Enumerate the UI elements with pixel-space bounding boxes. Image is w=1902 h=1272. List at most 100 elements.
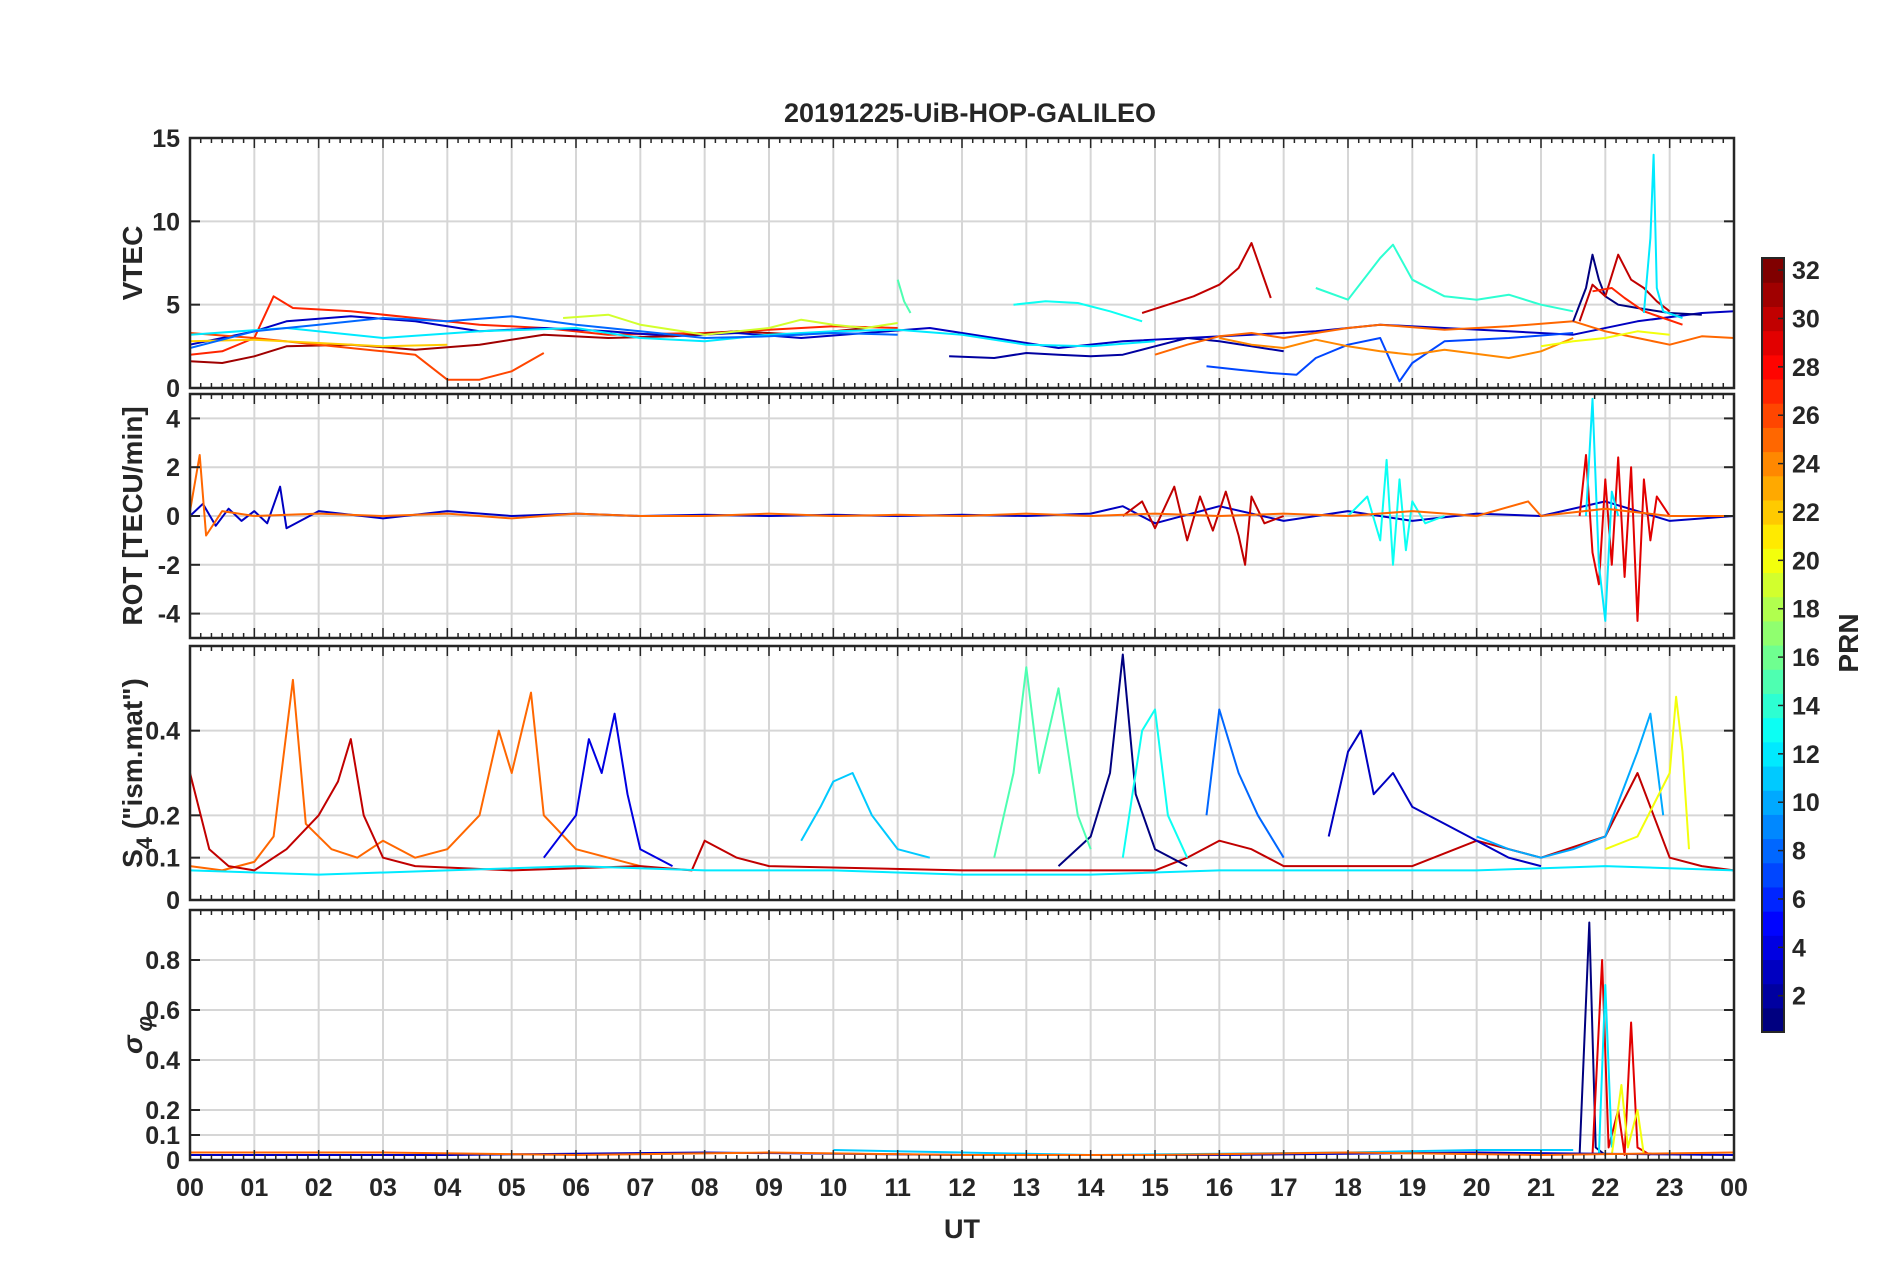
colorbar-segment <box>1762 451 1784 477</box>
y-axis-label: S4 ("ism.mat") <box>117 678 157 868</box>
colorbar-segment <box>1762 911 1784 936</box>
series-group <box>190 153 1734 383</box>
series-line-prn-3 <box>190 310 1734 349</box>
series-line-prn-29 <box>1578 454 1671 622</box>
colorbar-tick-label: 4 <box>1792 934 1806 962</box>
colorbar-segment <box>1762 427 1784 453</box>
panel-s4: 00.10.20.4S4 ("ism.mat") <box>117 644 1736 915</box>
colorbar-segment <box>1762 403 1784 428</box>
series-line-prn-20 <box>1540 330 1670 348</box>
x-tick-label: 10 <box>819 1174 847 1202</box>
x-tick-label: 12 <box>948 1174 976 1202</box>
x-tick-label: 00 <box>1720 1174 1748 1202</box>
colorbar-segment <box>1762 378 1784 404</box>
series-line-prn-11 <box>800 772 931 859</box>
colorbar-frame <box>1761 257 1785 1033</box>
series-line-prn-13 <box>1121 708 1189 859</box>
colorbar-segment <box>1762 669 1784 694</box>
series-line-prn-30 <box>1578 253 1671 322</box>
colorbar-label: PRN <box>1833 613 1864 672</box>
colorbar-segment <box>1762 645 1784 670</box>
colorbar-tick-label: 16 <box>1792 644 1820 672</box>
colorbar-tick-label: 2 <box>1792 983 1806 1011</box>
y-label-subscript: φ <box>132 1016 157 1031</box>
colorbar-segment <box>1762 572 1784 598</box>
y-tick-label: 2 <box>166 454 180 482</box>
colorbar-tick-label: 32 <box>1792 257 1820 285</box>
colorbar-segment <box>1762 475 1784 501</box>
colorbar-segment <box>1762 765 1784 791</box>
y-tick-label: 0 <box>166 887 180 915</box>
series-line-prn-29 <box>1591 959 1651 1156</box>
panel-sigma_phi: 00.10.2 0.4 0.6 0.8 σφ <box>117 908 1736 1175</box>
series-line-prn-25 <box>190 678 641 872</box>
x-tick-label: 06 <box>562 1174 590 1202</box>
y-tick-label: -2 <box>158 552 180 580</box>
colorbar-tick-label: 6 <box>1792 886 1806 914</box>
series-line-prn-27 <box>1592 287 1683 326</box>
series-line-prn-1 <box>1057 653 1188 867</box>
colorbar-tick-label: 14 <box>1792 692 1820 720</box>
colorbar-tick-label: 26 <box>1792 402 1820 430</box>
x-tick-label: 13 <box>1012 1174 1040 1202</box>
colorbar-segment <box>1762 741 1784 767</box>
colorbar-tick-label: 30 <box>1792 305 1820 333</box>
colorbar-tick-label: 22 <box>1792 499 1820 527</box>
series-line-prn-15 <box>896 279 912 314</box>
colorbar-segment <box>1762 306 1784 332</box>
series-line-prn-12 <box>1642 153 1683 319</box>
colorbar-segment <box>1762 548 1784 574</box>
series-line-prn-7 <box>1206 332 1574 383</box>
x-tick-label: 22 <box>1591 1174 1619 1202</box>
x-tick-label: 15 <box>1141 1174 1169 1202</box>
y-tick-label: 0.2 <box>145 1097 180 1125</box>
figure-title: 20191225-UiB-HOP-GALILEO <box>784 98 1156 128</box>
x-tick-label: 03 <box>369 1174 397 1202</box>
series-line-prn-8 <box>1205 708 1285 859</box>
colorbar-tick-label: 8 <box>1792 838 1806 866</box>
colorbar-segment <box>1762 983 1784 1009</box>
x-tick-label: 17 <box>1270 1174 1298 1202</box>
colorbar-tick-label: 10 <box>1792 789 1820 817</box>
colorbar-segment <box>1762 354 1784 380</box>
colorbar-segment <box>1762 886 1784 912</box>
x-tick-label: 01 <box>240 1174 268 1202</box>
x-tick-label: 21 <box>1527 1174 1555 1202</box>
y-tick-label: 0.4 <box>145 718 180 746</box>
x-tick-label: 00 <box>176 1174 204 1202</box>
series-line-prn-20 <box>1610 1084 1645 1156</box>
y-label-suffix: ("ism.mat") <box>117 678 148 837</box>
colorbar-segment <box>1762 693 1784 719</box>
panel-vtec: 0 5 10 15 VTEC <box>117 125 1736 403</box>
colorbar-segment <box>1762 620 1784 646</box>
x-tick-label: 16 <box>1205 1174 1233 1202</box>
series-line-prn-12 <box>1585 397 1620 622</box>
x-tick-label: 18 <box>1334 1174 1362 1202</box>
x-tick-label: 11 <box>884 1174 911 1202</box>
series-line-prn-30 <box>1122 485 1285 566</box>
colorbar-segment <box>1762 596 1784 622</box>
y-tick-label: 10 <box>152 208 180 236</box>
y-axis-label: VTEC <box>117 226 148 301</box>
y-label-main: S <box>117 849 148 868</box>
y-tick-label: 5 <box>166 292 180 320</box>
x-tick-label: 23 <box>1656 1174 1684 1202</box>
colorbar-tick-label: 20 <box>1792 547 1820 575</box>
y-tick-label: 0 <box>166 1147 180 1175</box>
y-tick-label: 0.2 <box>145 802 180 830</box>
series-line-prn-1 <box>1578 921 1606 1156</box>
series-line-prn-3 <box>1327 729 1542 868</box>
x-axis-label: UT <box>944 1214 980 1244</box>
colorbar-segment <box>1762 499 1784 525</box>
series-line-prn-4 <box>543 712 673 867</box>
x-tick-label: 02 <box>305 1174 333 1202</box>
y-tick-label: 15 <box>152 125 180 153</box>
colorbar-segment <box>1762 838 1784 864</box>
x-tick-label: 08 <box>691 1174 719 1202</box>
colorbar-segment <box>1762 814 1784 840</box>
colorbar-segment <box>1762 282 1784 307</box>
y-tick-label: 0 <box>166 375 180 403</box>
